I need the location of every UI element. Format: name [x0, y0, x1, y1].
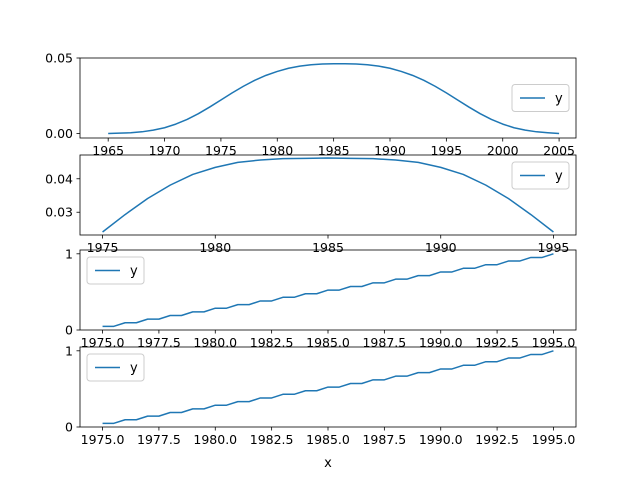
x-tick-label: 2000	[487, 143, 519, 158]
chart-panel-4: 1975.0 1977.5 1980.0 1982.5 1985.0 1987.5 1990…	[65, 343, 577, 447]
series-line-3-1	[102, 253, 554, 328]
y-tick-label: 1	[65, 343, 73, 358]
legend: y	[511, 84, 570, 112]
x-tick-label: 1990.0	[419, 335, 463, 350]
y-tick-label: 0.00	[45, 126, 73, 141]
legend-label: y	[130, 361, 138, 376]
x-tick-label: 1982.5	[250, 432, 294, 447]
x-tick-label: 1987.5	[362, 335, 406, 350]
y-tick-label: 1	[65, 246, 73, 261]
x-tick-label: 1992.5	[475, 432, 519, 447]
x-tick-label: 1987.5	[362, 432, 406, 447]
y-tick-label: 0.04	[45, 171, 73, 186]
x-tick-label: 1992.5	[475, 335, 519, 350]
x-tick-label: 1985.0	[306, 335, 350, 350]
series-line-1-1	[108, 62, 560, 135]
x-tick-label: 1975.0	[81, 432, 125, 447]
x-tick-label: 1982.5	[250, 335, 294, 350]
x-tick-label: 1990	[374, 143, 406, 158]
series-line-2-1	[102, 157, 554, 233]
legend-label: y	[555, 169, 563, 184]
x-tick-label: 1995	[430, 143, 462, 158]
axes-frame	[79, 57, 577, 139]
x-tick-label: 2005	[543, 143, 575, 158]
x-tick-label: 1980	[199, 240, 231, 255]
y-tick-label: 0.05	[45, 51, 73, 66]
legend: y	[86, 256, 145, 285]
y-tick-label: 0.03	[45, 205, 73, 220]
chart-panel-1: 1965 1970 1975 1980 1985 1990 1995 2000 2005 0.00…	[45, 51, 577, 158]
legend: y	[511, 161, 570, 190]
x-tick-label: 1975	[87, 240, 119, 255]
x-tick-label: 1977.5	[137, 432, 181, 447]
x-tick-label: 1990.0	[419, 432, 463, 447]
y-tick-label: 0	[65, 323, 73, 338]
x-tick-label: 1985	[312, 240, 344, 255]
x-tick-label: 1977.5	[137, 335, 181, 350]
legend-label: y	[555, 92, 563, 107]
x-tick-label: 1975	[205, 143, 237, 158]
x-tick-label: 1995	[538, 240, 570, 255]
x-tick-label: 1980	[261, 143, 293, 158]
x-axis-label: x	[324, 456, 332, 471]
legend: y	[86, 353, 145, 382]
x-tick-label: 1985.0	[306, 432, 350, 447]
chart-panel-2: 1975 1980 1985 1990 1995 0.03 0.04 y	[45, 154, 577, 255]
x-tick-label: 1995.0	[532, 432, 576, 447]
x-tick-label: 1985	[318, 143, 350, 158]
x-tick-label: 1980.0	[193, 432, 237, 447]
x-tick-label: 1975.0	[81, 335, 125, 350]
x-tick-label: 1970	[149, 143, 181, 158]
x-tick-label: 1980.0	[193, 335, 237, 350]
y-tick-label: 0	[65, 420, 73, 435]
chart-panel-3: 1975.0 1977.5 1980.0 1982.5 1985.0 1987.5 1990…	[65, 246, 577, 350]
x-tick-label: 1990	[425, 240, 457, 255]
x-tick-label: 1965	[92, 143, 124, 158]
legend-label: y	[130, 264, 138, 279]
series-line-4-1	[102, 350, 554, 425]
x-tick-label: 1995.0	[532, 335, 576, 350]
